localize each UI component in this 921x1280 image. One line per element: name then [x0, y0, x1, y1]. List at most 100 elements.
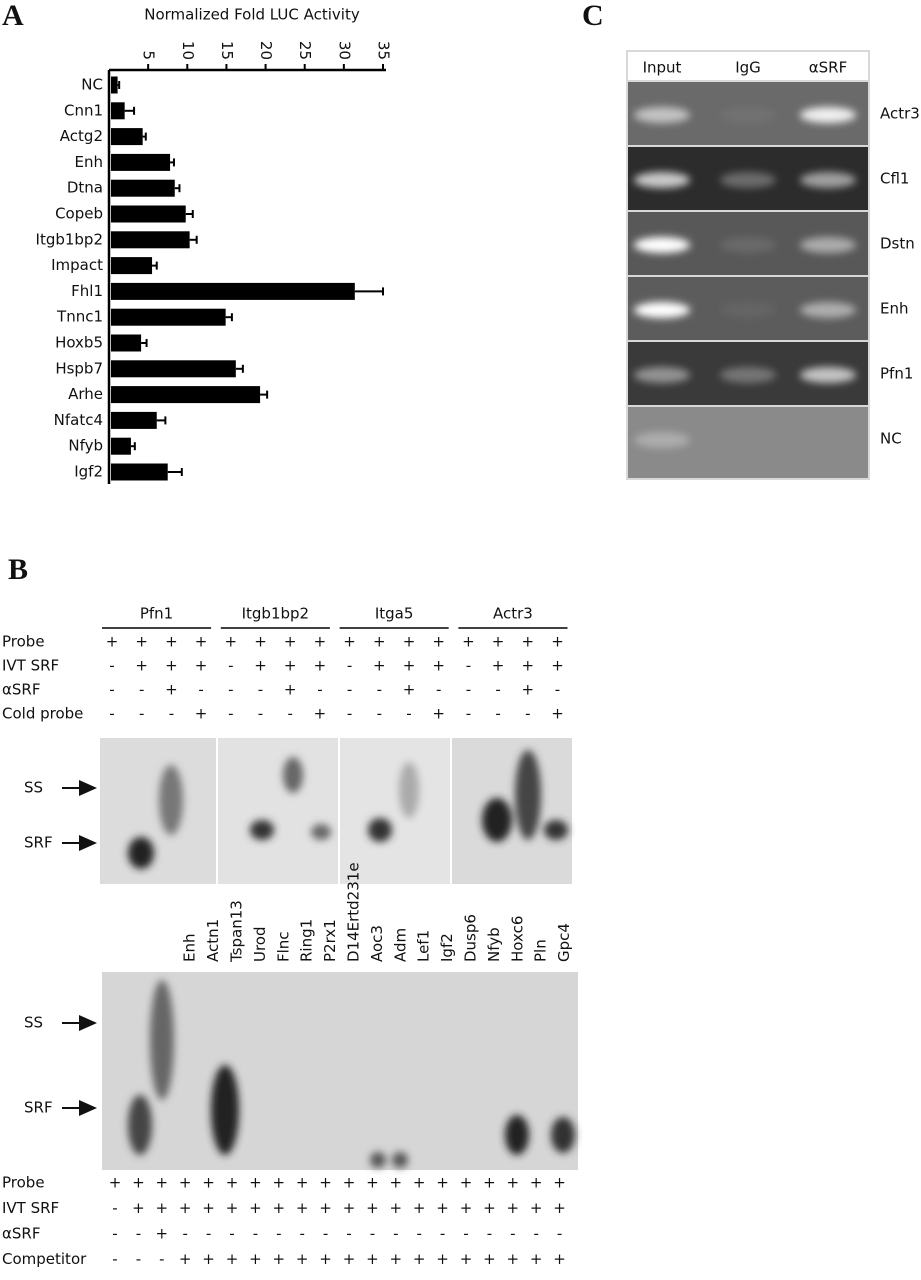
cell: -	[466, 705, 471, 723]
gel	[102, 972, 578, 1170]
cell: +	[195, 633, 208, 651]
cell: -	[109, 705, 114, 723]
lane-label: Gpc4	[555, 923, 573, 962]
panel-label: C	[582, 0, 604, 32]
cell: +	[179, 1174, 192, 1192]
row-label: IVT SRF	[2, 657, 59, 675]
cell: +	[284, 633, 297, 651]
cell: +	[530, 1174, 543, 1192]
cell: +	[460, 1250, 473, 1268]
cell: +	[202, 1250, 215, 1268]
cell: -	[139, 681, 144, 699]
cell: +	[273, 1250, 286, 1268]
cell: +	[366, 1250, 379, 1268]
cell: -	[228, 657, 233, 675]
cell: +	[551, 633, 564, 651]
cell: +	[403, 633, 416, 651]
cell: -	[533, 1225, 538, 1243]
band	[800, 107, 856, 123]
error-bar	[260, 390, 269, 399]
cell: +	[507, 1199, 520, 1217]
bar	[111, 205, 186, 223]
band	[634, 172, 690, 188]
error-bar	[235, 364, 244, 373]
group-label: Pfn1	[140, 605, 173, 623]
cell: -	[109, 681, 114, 699]
cell: +	[522, 681, 535, 699]
band-label: SRF	[24, 1099, 53, 1117]
band	[720, 172, 776, 188]
cell: -	[347, 657, 352, 675]
cell: -	[370, 1225, 375, 1243]
cell: -	[346, 1225, 351, 1243]
cell: -	[406, 705, 411, 723]
cell: +	[132, 1174, 145, 1192]
cell: +	[366, 1199, 379, 1217]
cell: +	[135, 657, 148, 675]
cell: -	[299, 1225, 304, 1243]
lane-label: Aoc3	[368, 925, 386, 962]
category-label: Nfatc4	[54, 411, 103, 429]
cell: +	[343, 1250, 356, 1268]
cell: +	[135, 633, 148, 651]
cell: -	[416, 1225, 421, 1243]
lane-label: Pln	[532, 939, 550, 962]
bands	[128, 980, 575, 1168]
category-label: Hspb7	[55, 359, 103, 377]
gel	[218, 738, 338, 884]
cell: +	[553, 1250, 566, 1268]
cell: +	[413, 1250, 426, 1268]
cell: +	[483, 1174, 496, 1192]
cell: +	[165, 657, 178, 675]
cell: -	[198, 681, 203, 699]
band	[800, 367, 856, 383]
cell: +	[319, 1174, 332, 1192]
bar	[111, 308, 226, 326]
category-label: Copeb	[55, 205, 103, 223]
category-label: Actg2	[60, 127, 103, 145]
cell: +	[249, 1199, 262, 1217]
category-label: Arhe	[68, 385, 103, 403]
cell: +	[522, 657, 535, 675]
category-label: Dtna	[67, 179, 103, 197]
cell: +	[314, 633, 327, 651]
cell: -	[525, 705, 530, 723]
x-tick-label: 25	[296, 41, 314, 60]
cell: -	[112, 1250, 117, 1268]
cell: -	[228, 681, 233, 699]
cell: -	[169, 705, 174, 723]
cell: +	[296, 1250, 309, 1268]
bands	[128, 750, 568, 869]
bar	[111, 463, 168, 481]
cell: +	[483, 1199, 496, 1217]
cell: +	[109, 1174, 122, 1192]
category-label: Enh	[75, 153, 104, 171]
row-label: Actr3	[880, 105, 920, 123]
cell: -	[510, 1225, 515, 1243]
category-label: Fhl1	[71, 282, 103, 300]
cell: -	[109, 657, 114, 675]
cell: +	[195, 705, 208, 723]
category-label: Hoxb5	[55, 334, 103, 352]
category-label: Itgb1bp2	[36, 230, 103, 248]
cell: +	[413, 1199, 426, 1217]
cell: -	[258, 705, 263, 723]
error-bar	[225, 313, 233, 322]
cell: -	[495, 681, 500, 699]
column-label: αSRF	[809, 59, 847, 77]
bar	[111, 257, 153, 275]
error-bar	[189, 235, 198, 244]
cell: +	[225, 633, 238, 651]
band	[634, 302, 690, 318]
bar	[111, 437, 131, 455]
gel	[452, 738, 572, 884]
cell: -	[206, 1225, 211, 1243]
cell: -	[463, 1225, 468, 1243]
cell: +	[436, 1174, 449, 1192]
panel-label: A	[2, 0, 24, 32]
cell: +	[460, 1199, 473, 1217]
cell: -	[436, 681, 441, 699]
x-tick-label: 15	[218, 41, 236, 60]
axis-label: Normalized Fold LUC Activity	[144, 6, 360, 24]
category-label: Tnnc1	[56, 308, 103, 326]
